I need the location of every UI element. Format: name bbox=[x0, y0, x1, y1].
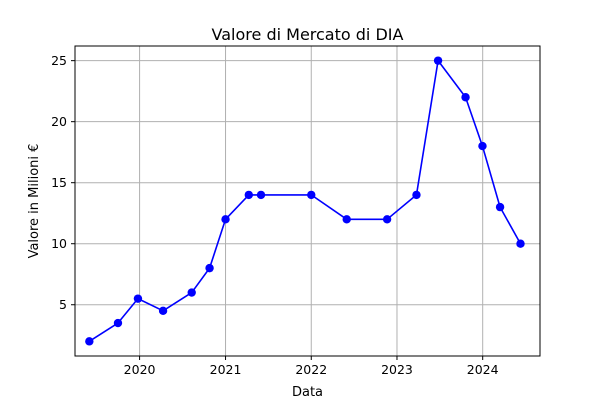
x-tick-label: 2024 bbox=[467, 362, 499, 377]
y-axis-label: Valore in Milioni € bbox=[27, 144, 42, 259]
data-point bbox=[382, 215, 392, 224]
data-point bbox=[158, 306, 168, 316]
series bbox=[85, 56, 525, 346]
data-point bbox=[495, 202, 505, 212]
x-axis-label: Data bbox=[292, 385, 323, 400]
data-point bbox=[221, 215, 230, 224]
ticks: 2020 2021 2022 2023 2024 5 10 15 20 25 bbox=[51, 53, 499, 377]
data-point bbox=[433, 56, 443, 65]
data-point bbox=[516, 239, 525, 248]
data-point bbox=[478, 141, 487, 151]
data-point bbox=[461, 93, 470, 102]
plot-frame bbox=[74, 45, 541, 357]
data-point bbox=[187, 288, 196, 297]
chart-title: Valore di Mercato di DIA bbox=[212, 25, 404, 44]
x-tick-label: 2020 bbox=[124, 362, 156, 377]
x-tick-label: 2021 bbox=[210, 362, 242, 377]
y-tick-label: 25 bbox=[51, 53, 67, 68]
data-point bbox=[342, 215, 351, 224]
data-point bbox=[133, 294, 143, 303]
x-tick-label: 2023 bbox=[381, 362, 413, 377]
data-point bbox=[256, 190, 266, 200]
y-tick-label: 15 bbox=[51, 175, 67, 190]
data-point bbox=[412, 190, 421, 200]
grid bbox=[75, 46, 540, 356]
y-tick-label: 10 bbox=[51, 236, 67, 251]
data-point bbox=[85, 337, 94, 346]
y-tick-label: 5 bbox=[59, 297, 67, 312]
data-point bbox=[307, 190, 316, 200]
data-point bbox=[113, 318, 123, 328]
data-point bbox=[244, 190, 253, 200]
y-tick-label: 20 bbox=[51, 114, 67, 129]
x-tick-label: 2022 bbox=[295, 362, 327, 377]
data-point bbox=[205, 263, 214, 273]
series-line bbox=[88, 59, 522, 343]
